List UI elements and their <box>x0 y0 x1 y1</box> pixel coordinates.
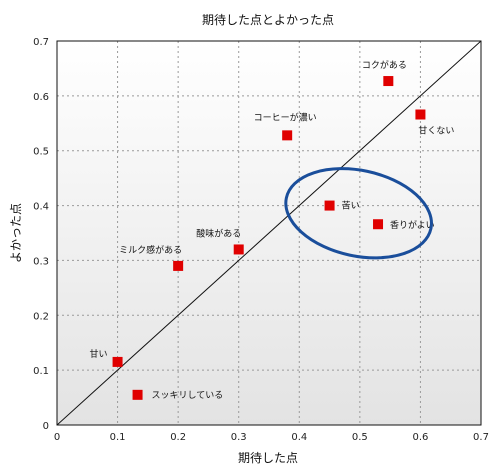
reference-line <box>57 41 481 425</box>
x-tick-label: 0 <box>54 432 60 443</box>
data-point <box>415 109 426 120</box>
data-label: スッキリしている <box>152 390 224 401</box>
data-label: コクがある <box>362 59 407 71</box>
data-point <box>282 130 293 141</box>
data-point <box>373 219 384 230</box>
x-axis-label: 期待した点 <box>238 451 298 465</box>
y-tick-label: 0.6 <box>33 92 49 103</box>
x-tick-label: 0.6 <box>412 432 428 443</box>
x-tick-labels: 0 0.1 0.2 0.3 0.4 0.5 0.6 0.7 <box>54 432 489 443</box>
data-point <box>324 200 335 211</box>
chart-title: 期待した点とよかった点 <box>202 13 334 27</box>
data-point <box>233 244 244 255</box>
y-tick-label: 0.1 <box>33 366 49 377</box>
x-tick-label: 0.2 <box>170 432 186 443</box>
x-tick-label: 0.3 <box>231 432 247 443</box>
data-point <box>112 356 123 367</box>
data-point <box>383 76 394 87</box>
highlight-group <box>284 167 433 260</box>
x-tick-label: 0.5 <box>352 432 368 443</box>
data-label: 甘くない <box>418 125 454 137</box>
y-tick-label: 0 <box>43 421 49 432</box>
data-label: 酸味がある <box>196 227 241 239</box>
x-tick-label: 0.7 <box>473 432 489 443</box>
y-axis-label: よかった点 <box>9 203 23 263</box>
y-tick-label: 0.3 <box>33 256 49 267</box>
data-point <box>132 389 143 400</box>
data-label: 苦い <box>342 200 360 212</box>
data-points <box>112 76 426 400</box>
data-label: 香りがよい <box>390 219 435 231</box>
data-label: 甘い <box>90 348 108 360</box>
data-label: ミルク感がある <box>119 244 182 256</box>
x-tick-label: 0.4 <box>291 432 307 443</box>
data-point <box>173 260 184 271</box>
y-tick-label: 0.5 <box>33 147 49 158</box>
y-tick-label: 0.4 <box>33 202 49 213</box>
y-tick-label: 0.7 <box>33 37 49 48</box>
data-label: コーヒーが濃い <box>254 111 317 123</box>
highlight-ellipse <box>284 167 433 260</box>
grid <box>57 41 481 425</box>
y-tick-label: 0.2 <box>33 311 49 322</box>
y-tick-labels: 0 0.1 0.2 0.3 0.4 0.5 0.6 0.7 <box>33 37 49 432</box>
plot-border <box>56 40 482 426</box>
x-tick-label: 0.1 <box>110 432 126 443</box>
reference-line-group <box>57 41 481 425</box>
